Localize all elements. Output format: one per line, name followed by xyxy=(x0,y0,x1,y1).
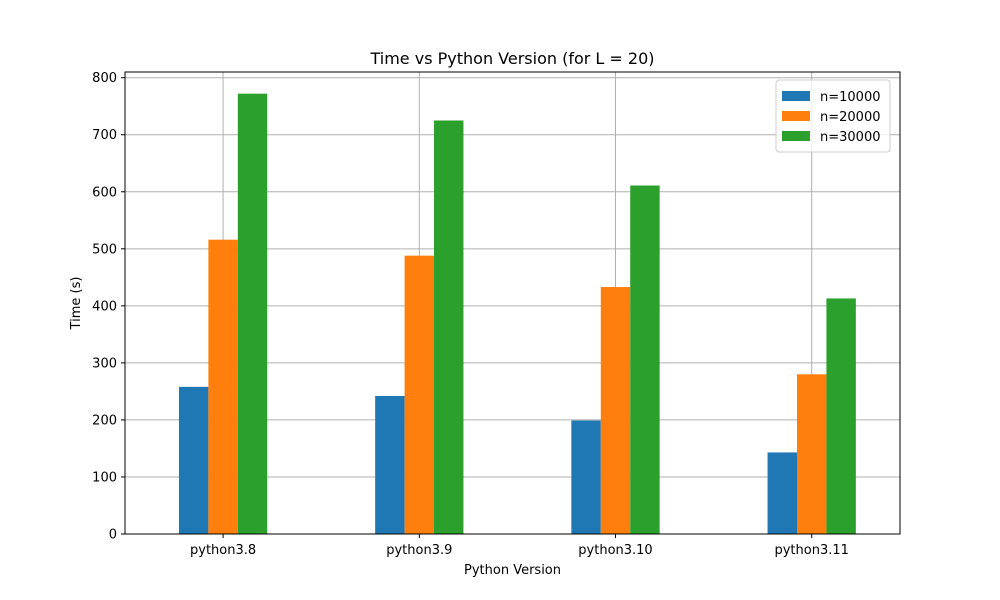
legend-swatch xyxy=(782,131,810,141)
y-tick-label: 800 xyxy=(92,71,117,86)
y-tick-label: 400 xyxy=(92,299,117,314)
legend: n=10000 n=20000 n=30000 xyxy=(775,79,891,153)
bar-n-10000-python3-9 xyxy=(375,395,405,534)
y-tick-label: 700 xyxy=(92,128,117,143)
bar-n-10000-python3-11 xyxy=(767,452,797,534)
bar-n-10000-python3-10 xyxy=(571,420,601,534)
bar-n-20000-python3-11 xyxy=(796,374,827,534)
axis-ticks: 0 100 200 300 400 500 600 700 800 python3.8 python… xyxy=(92,71,849,558)
legend-label: n=10000 xyxy=(820,90,881,105)
bar-n-30000-python3-11 xyxy=(826,298,856,534)
legend-label: n=20000 xyxy=(820,110,881,125)
y-axis-label: Time (s) xyxy=(69,277,84,331)
bars xyxy=(178,93,856,535)
bar-n-20000-python3-9 xyxy=(404,255,435,535)
x-tick-label: python3.8 xyxy=(190,543,256,558)
bar-n-30000-python3-10 xyxy=(630,185,660,534)
x-tick-label: python3.11 xyxy=(774,543,848,558)
legend-swatch xyxy=(782,111,810,121)
bar-n-30000-python3-9 xyxy=(434,120,464,535)
chart-title: Time vs Python Version (for L = 20) xyxy=(369,49,654,68)
x-axis-label: Python Version xyxy=(464,563,561,578)
y-tick-label: 300 xyxy=(92,356,117,371)
legend-label: n=30000 xyxy=(820,130,881,145)
plot-frame xyxy=(124,71,901,535)
y-tick-label: 200 xyxy=(92,413,117,428)
x-tick-label: python3.10 xyxy=(578,543,652,558)
y-tick-label: 500 xyxy=(92,242,117,257)
y-tick-label: 0 xyxy=(109,528,117,543)
y-tick-label: 100 xyxy=(92,470,117,485)
y-tick-label: 600 xyxy=(92,185,117,200)
x-tick-label: python3.9 xyxy=(386,543,452,558)
bar-n-30000-python3-8 xyxy=(237,93,268,534)
bar-n-20000-python3-8 xyxy=(208,239,238,534)
bar-n-20000-python3-10 xyxy=(600,287,631,534)
bar-n-10000-python3-8 xyxy=(178,386,209,534)
legend-swatch xyxy=(782,91,810,101)
